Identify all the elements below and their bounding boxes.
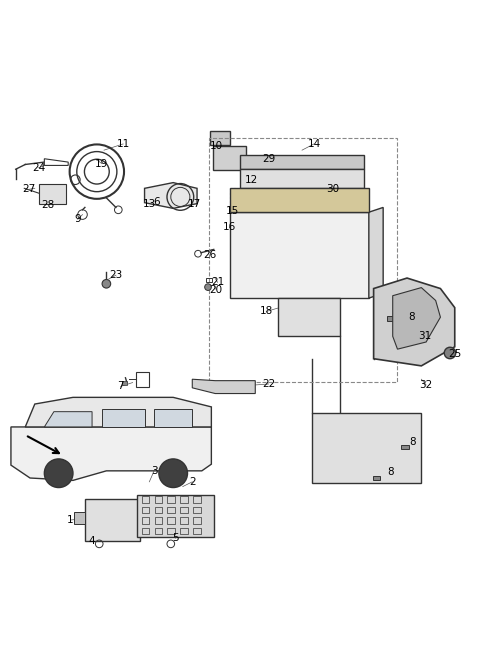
Bar — [155, 496, 162, 503]
Bar — [180, 528, 188, 534]
Text: 20: 20 — [210, 284, 223, 294]
Circle shape — [51, 465, 66, 481]
Bar — [142, 517, 149, 524]
Polygon shape — [102, 409, 144, 427]
Bar — [401, 445, 409, 450]
Text: 23: 23 — [109, 271, 122, 280]
Text: 11: 11 — [117, 139, 130, 149]
Text: 18: 18 — [260, 306, 273, 316]
Circle shape — [166, 465, 181, 481]
Bar — [372, 475, 380, 481]
Text: 25: 25 — [448, 349, 461, 359]
Polygon shape — [393, 288, 441, 349]
Polygon shape — [278, 298, 340, 336]
Bar — [168, 528, 175, 534]
Polygon shape — [11, 427, 211, 481]
Text: 30: 30 — [326, 184, 340, 194]
Text: 13: 13 — [143, 199, 156, 209]
Text: 4: 4 — [89, 536, 96, 546]
Bar — [168, 496, 175, 503]
Text: 2: 2 — [189, 477, 195, 487]
Bar — [142, 528, 149, 534]
Text: 29: 29 — [262, 154, 275, 164]
Polygon shape — [369, 208, 383, 298]
Polygon shape — [312, 412, 421, 483]
Polygon shape — [240, 155, 364, 169]
Bar — [193, 528, 201, 534]
Bar — [193, 517, 201, 524]
Polygon shape — [74, 512, 85, 524]
Text: 5: 5 — [172, 533, 179, 543]
Circle shape — [102, 280, 111, 288]
Polygon shape — [137, 495, 214, 537]
Bar — [408, 328, 418, 334]
Text: 19: 19 — [95, 158, 108, 168]
Text: 9: 9 — [74, 214, 81, 224]
Text: 16: 16 — [223, 223, 236, 233]
Text: 15: 15 — [226, 206, 240, 216]
Text: 10: 10 — [210, 141, 223, 151]
Bar — [38, 184, 66, 204]
Text: 8: 8 — [387, 467, 394, 477]
Polygon shape — [154, 409, 192, 427]
Text: 17: 17 — [188, 199, 201, 209]
Text: 7: 7 — [118, 381, 124, 391]
Polygon shape — [85, 499, 140, 540]
Bar — [205, 278, 212, 282]
Text: 24: 24 — [32, 163, 45, 173]
Text: 6: 6 — [153, 197, 160, 207]
Text: 22: 22 — [262, 379, 275, 389]
Polygon shape — [230, 188, 369, 212]
Circle shape — [44, 459, 73, 487]
Bar — [155, 517, 162, 524]
Bar — [142, 496, 149, 503]
Bar — [386, 316, 394, 320]
Bar — [168, 517, 175, 524]
Bar — [210, 131, 230, 145]
Bar — [193, 496, 201, 503]
Text: 3: 3 — [151, 466, 157, 476]
Bar — [168, 507, 175, 513]
Bar — [209, 138, 397, 382]
Text: 21: 21 — [211, 277, 224, 287]
Text: 8: 8 — [409, 437, 416, 448]
Polygon shape — [25, 397, 211, 427]
Bar — [136, 372, 149, 387]
Bar — [155, 528, 162, 534]
Text: 12: 12 — [245, 175, 259, 185]
Text: 27: 27 — [23, 184, 36, 194]
Bar — [142, 507, 149, 513]
Bar — [288, 300, 331, 332]
Bar — [213, 147, 246, 170]
Circle shape — [159, 459, 188, 487]
Text: 26: 26 — [204, 250, 216, 260]
Circle shape — [204, 284, 211, 290]
Bar — [155, 507, 162, 513]
Polygon shape — [44, 158, 68, 166]
Polygon shape — [373, 278, 455, 366]
Text: 14: 14 — [307, 139, 321, 149]
Bar — [180, 517, 188, 524]
Polygon shape — [44, 412, 92, 427]
Text: 28: 28 — [42, 200, 55, 210]
Polygon shape — [240, 169, 364, 188]
Circle shape — [444, 347, 456, 359]
Text: 32: 32 — [420, 380, 433, 390]
Bar — [180, 507, 188, 513]
Text: 31: 31 — [419, 332, 432, 341]
Bar — [122, 381, 127, 385]
Text: 8: 8 — [408, 312, 415, 322]
Bar — [193, 507, 201, 513]
Polygon shape — [230, 212, 369, 298]
Bar — [180, 496, 188, 503]
Text: 1: 1 — [67, 515, 74, 525]
Polygon shape — [192, 379, 255, 394]
Polygon shape — [144, 182, 197, 208]
